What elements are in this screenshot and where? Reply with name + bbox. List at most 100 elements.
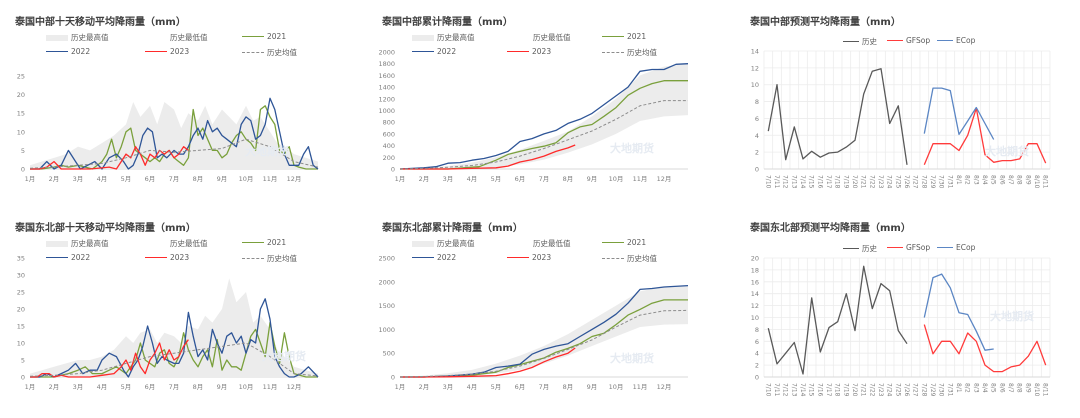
y-tick-label: 4 xyxy=(755,350,759,358)
x-tick-label: 7/11 xyxy=(773,175,780,189)
line-swatch-icon xyxy=(937,247,953,248)
y-tick-label: 600 xyxy=(383,130,395,138)
x-tick-label: 7/21 xyxy=(860,175,867,189)
y-tick-label: 25 xyxy=(17,73,25,81)
x-tick-label: 7/15 xyxy=(808,383,815,397)
x-tick-label: 8/1 xyxy=(955,383,962,393)
chart-title: 泰国东北部十天移动平均降雨量（mm） xyxy=(15,223,196,234)
series-line xyxy=(29,342,319,377)
x-tick-label: 8/7 xyxy=(1007,383,1014,393)
x-tick-label: 2月 xyxy=(49,383,60,391)
x-tick-label: 5月 xyxy=(491,175,502,183)
watermark: 大地期货 xyxy=(990,310,1034,323)
x-tick-label: 8/7 xyxy=(1007,175,1014,185)
line-swatch-icon xyxy=(145,257,167,258)
y-tick-label: 12 xyxy=(751,64,759,72)
legend-hist-max: 历史最高值 xyxy=(46,32,109,43)
x-tick-label: 3月 xyxy=(443,175,454,183)
y-tick-label: 10 xyxy=(17,128,25,136)
x-tick-label: 5月 xyxy=(121,383,132,391)
y-tick-label: 500 xyxy=(383,350,395,358)
legend-2023: 2023 xyxy=(145,47,189,56)
band-swatch-icon xyxy=(412,240,434,247)
x-tick-label: 7/25 xyxy=(894,383,901,397)
x-tick-label: 1月 xyxy=(25,175,36,183)
x-tick-label: 1月 xyxy=(395,175,406,183)
watermark: 大地期货 xyxy=(245,145,289,158)
legend-history: 历史 xyxy=(843,243,877,254)
y-tick-label: 1200 xyxy=(378,95,395,103)
dash-swatch-icon xyxy=(242,52,264,53)
x-tick-label: 5月 xyxy=(121,175,132,183)
x-tick-label: 7/31 xyxy=(946,383,953,397)
x-tick-label: 10月 xyxy=(609,175,624,183)
x-tick-label: 7/10 xyxy=(764,175,771,189)
legend-ec: ECop xyxy=(937,36,975,45)
chart-title: 泰国中部十天移动平均降雨量（mm） xyxy=(15,17,186,28)
x-tick-label: 1月 xyxy=(25,383,36,391)
x-tick-label: 9月 xyxy=(217,175,228,183)
watermark: 大地期货 xyxy=(610,142,654,155)
y-tick-label: 18 xyxy=(751,266,759,274)
x-tick-label: 9月 xyxy=(217,383,228,391)
y-tick-label: 10 xyxy=(751,314,759,322)
x-tick-label: 10月 xyxy=(609,383,624,391)
x-tick-label: 7/15 xyxy=(808,175,815,189)
x-tick-label: 7月 xyxy=(169,175,180,183)
legend-2022: 2022 xyxy=(46,253,90,262)
y-tick-label: 16 xyxy=(751,278,759,286)
line-swatch-icon xyxy=(145,51,167,52)
x-tick-label: 3月 xyxy=(73,175,84,183)
x-tick-label: 1月 xyxy=(395,383,406,391)
x-tick-label: 7/19 xyxy=(842,383,849,397)
x-tick-label: 4月 xyxy=(97,383,108,391)
line-chart: 0 500 1000 1500 2000 2500 1月 2月 3月 4月 5月 6月 7月 8月 9月 10… xyxy=(378,255,689,391)
legend-2021: 2021 xyxy=(602,238,646,247)
y-tick-label: 15 xyxy=(17,323,25,331)
x-tick-label: 7/20 xyxy=(851,175,858,189)
x-tick-label: 8/6 xyxy=(998,383,1005,393)
chart-title: 泰国中部预测平均降雨量（mm） xyxy=(750,17,901,28)
x-tick-label: 8/1 xyxy=(955,175,962,185)
x-tick-label: 3月 xyxy=(73,383,84,391)
line-swatch-icon xyxy=(937,40,953,41)
series-line xyxy=(29,138,319,169)
x-tick-label: 7/28 xyxy=(920,175,927,189)
legend-hist-min: 历史最低值 xyxy=(533,33,571,42)
x-tick-label: 8月 xyxy=(563,383,574,391)
line-swatch-icon xyxy=(46,51,68,52)
series-line xyxy=(767,68,908,165)
x-tick-label: 8/9 xyxy=(1024,175,1031,185)
x-tick-label: 8/3 xyxy=(972,383,979,393)
chart-panel-central-forecast: 泰国中部预测平均降雨量（mm） 历史 GFSop ECop 0 2 4 6 8 10 12 1… xyxy=(740,0,1080,205)
x-tick-label: 7/12 xyxy=(782,383,789,397)
line-swatch-icon xyxy=(412,257,434,258)
x-tick-label: 2月 xyxy=(419,175,430,183)
legend-gfs: GFSop xyxy=(887,243,930,252)
x-tick-label: 7/26 xyxy=(903,175,910,189)
line-swatch-icon xyxy=(843,248,859,249)
y-tick-label: 14 xyxy=(751,290,759,298)
x-tick-label: 8/4 xyxy=(981,383,988,393)
legend-gfs: GFSop xyxy=(887,36,930,45)
x-tick-label: 9月 xyxy=(587,175,598,183)
y-tick-label: 2 xyxy=(755,149,759,157)
y-tick-label: 8 xyxy=(755,326,759,334)
watermark: 大地期货 xyxy=(610,352,654,365)
series-line xyxy=(30,339,189,378)
x-tick-label: 7/13 xyxy=(790,175,797,189)
hist-range-band xyxy=(400,285,688,377)
dash-swatch-icon xyxy=(602,52,624,53)
x-tick-label: 7/29 xyxy=(929,383,936,397)
x-tick-label: 7/11 xyxy=(773,383,780,397)
watermark: 大地期货 xyxy=(262,350,306,363)
x-tick-label: 7/24 xyxy=(886,383,893,397)
chart-panel-northeast-10d: 泰国东北部十天移动平均降雨量（mm） 历史最高值 历史最低值 2021 2022… xyxy=(0,205,360,418)
y-tick-label: 5 xyxy=(21,147,25,155)
x-tick-label: 7/23 xyxy=(877,175,884,189)
line-swatch-icon xyxy=(887,247,903,248)
y-tick-label: 0 xyxy=(391,166,395,174)
chart-panel-northeast-cum: 泰国东北部累计降雨量（mm） 历史最高值 历史最低值 2021 2022 202… xyxy=(370,205,730,418)
legend-2023: 2023 xyxy=(145,253,189,262)
